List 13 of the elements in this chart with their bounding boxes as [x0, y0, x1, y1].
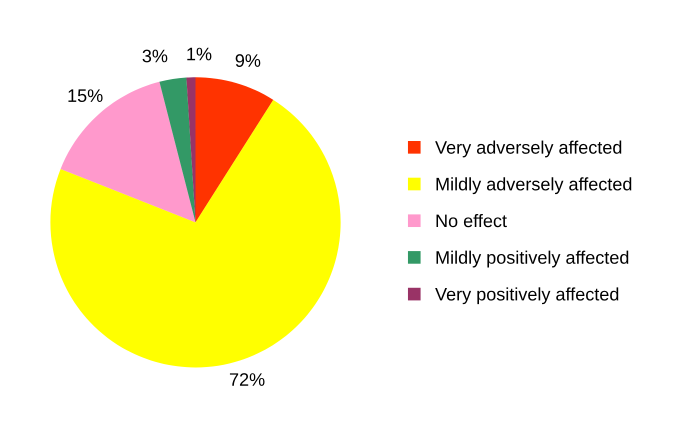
legend-label: Mildly adversely affected [436, 177, 632, 194]
data-label: 15% [68, 89, 103, 102]
data-label: 1% [187, 48, 212, 60]
data-label: 9% [236, 54, 260, 67]
legend-label: Very adversely affected [435, 140, 622, 158]
legend-label: Mildly positively affected [436, 250, 628, 268]
data-label: 3% [142, 50, 168, 62]
pie-slice [60, 82, 196, 222]
pie-slice [196, 77, 274, 222]
pie-slice [159, 78, 196, 222]
legend-label: Very positively affected [435, 287, 618, 304]
legend-label: No effect [436, 214, 507, 228]
data-label: 72% [230, 373, 265, 386]
